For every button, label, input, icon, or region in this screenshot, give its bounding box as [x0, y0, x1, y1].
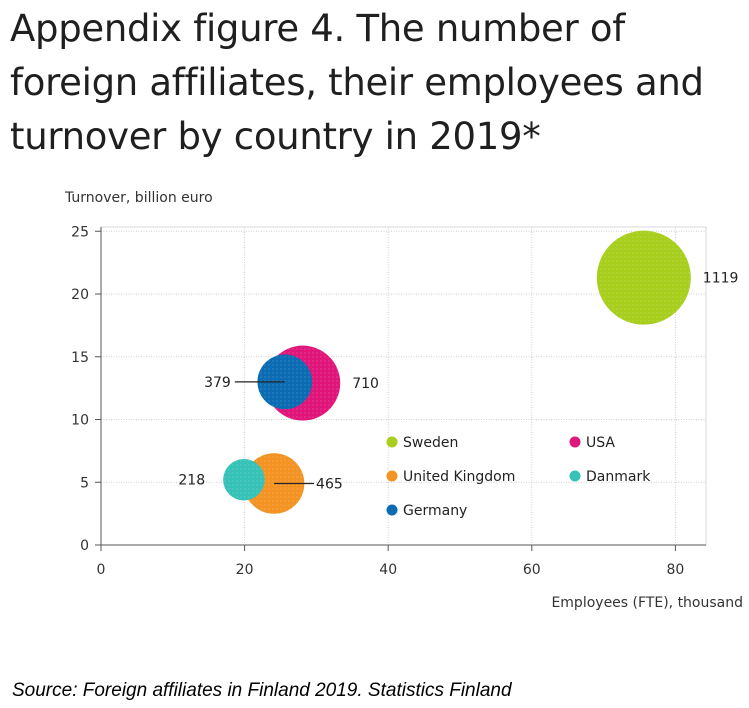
source-note: Source: Foreign affiliates in Finland 20… [12, 680, 512, 701]
bubble-danmark-texture [223, 458, 265, 501]
size-label-danmark: 218 [178, 473, 205, 489]
legend-united-kingdom-label: United Kingdom [403, 469, 515, 485]
x-axis-label: Employees (FTE), thousand [551, 595, 743, 611]
legend-danmark-label: Danmark [586, 469, 651, 485]
figure-title: Appendix figure 4. The number of foreign… [10, 7, 704, 158]
bubble-sweden-texture [596, 230, 691, 325]
legend-united-kingdom-marker [386, 470, 398, 482]
y-tick-label: 15 [71, 350, 89, 366]
legend-germany-marker [386, 504, 398, 516]
legend-usa-marker [569, 436, 581, 448]
y-tick-label: 10 [71, 413, 89, 429]
axes: 0 5 10 15 20 25 0 20 40 60 80 [71, 224, 706, 578]
legend-usa-label: USA [586, 435, 615, 451]
x-tick-label: 60 [523, 562, 541, 578]
legend-sweden-marker [386, 436, 398, 448]
y-tick-label: 5 [80, 475, 89, 491]
y-tick-label: 20 [71, 287, 89, 303]
size-label-united-kingdom: 465 [316, 477, 343, 493]
size-label-germany: 379 [204, 375, 231, 391]
x-tick-label: 80 [666, 562, 684, 578]
x-tick-label: 20 [236, 562, 254, 578]
legend: Sweden USA United Kingdom Danmark Germany [386, 435, 651, 519]
legend-danmark-marker [569, 470, 581, 482]
y-tick-label: 25 [71, 224, 89, 240]
legend-germany-label: Germany [403, 503, 467, 519]
plot-area: 0 5 10 15 20 25 0 20 40 60 80 1119 710 465 379 218 Swe… [71, 224, 738, 578]
legend-sweden-label: Sweden [403, 435, 458, 451]
bubble-labels: 1119 710 465 379 218 [178, 271, 738, 493]
x-tick-label: 40 [379, 562, 397, 578]
y-tick-label: 0 [80, 538, 89, 554]
x-tick-label: 0 [97, 562, 106, 578]
y-axis-label: Turnover, billion euro [64, 190, 213, 206]
size-label-sweden: 1119 [703, 271, 739, 287]
size-label-usa: 710 [352, 376, 379, 392]
bubble-chart: Turnover, billion euro 0 5 10 15 20 25 0 20 40 60… [64, 190, 743, 611]
